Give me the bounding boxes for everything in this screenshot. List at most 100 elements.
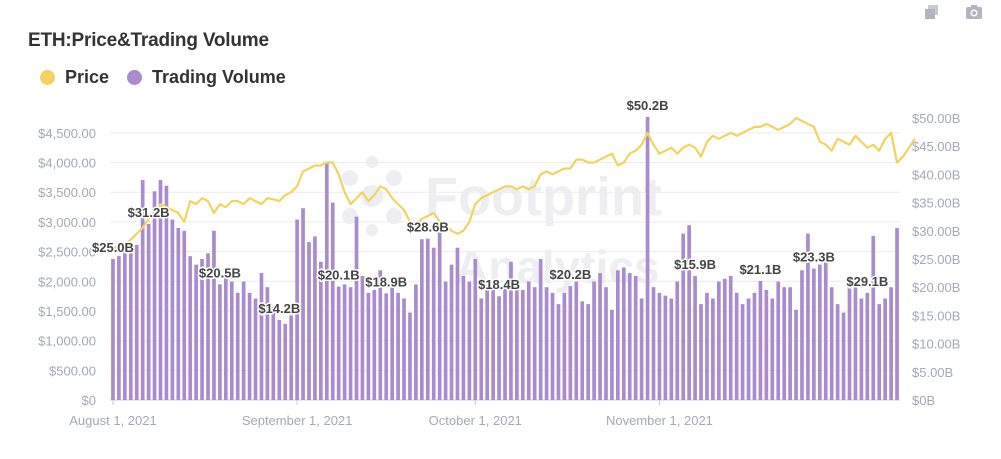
- volume-bar: [883, 298, 887, 400]
- volume-bar: [295, 219, 299, 400]
- volume-bar: [443, 281, 448, 400]
- volume-bar: [497, 296, 501, 400]
- volume-bar: [348, 287, 353, 400]
- volume-bar: [491, 284, 495, 400]
- volume-bar: [592, 281, 596, 400]
- price-series-line: [112, 116, 916, 250]
- volume-bar: [164, 185, 169, 400]
- volume-bar: [526, 281, 531, 400]
- left-tick-label: $1,000.00: [38, 334, 96, 349]
- right-axis: $0B $5.00B $10.00B $15.00B $20.00B $25.00B $30…: [912, 111, 960, 408]
- volume-bar: [562, 292, 567, 400]
- volume-bar: [194, 264, 198, 400]
- legend-item-volume[interactable]: Trading Volume: [127, 67, 286, 88]
- legend-dot-volume: [127, 70, 143, 85]
- legend-dot-price: [40, 70, 55, 85]
- volume-bar: [823, 259, 828, 400]
- left-tick-label: $2,500.00: [38, 245, 96, 260]
- volume-bar: [568, 286, 573, 400]
- data-label: $21.1B: [739, 262, 781, 277]
- volume-bar: [324, 163, 329, 400]
- data-label: $18.9B: [365, 274, 407, 289]
- volume-bar: [711, 298, 715, 400]
- volume-bar: [657, 292, 662, 400]
- volume-bar: [752, 292, 757, 400]
- volume-bar: [182, 230, 187, 400]
- volume-bar: [241, 281, 246, 400]
- right-tick-label: $30.00B: [912, 224, 960, 239]
- volume-bar: [829, 287, 834, 400]
- volume-bar: [473, 259, 478, 400]
- volume-bar: [794, 309, 798, 400]
- volume-bar: [889, 287, 893, 400]
- volume-bar: [384, 293, 389, 400]
- data-label: $50.2B: [627, 98, 669, 113]
- volume-bar: [212, 230, 216, 400]
- chart-legend: Price Trading Volume: [40, 67, 286, 88]
- volume-bar: [277, 319, 282, 400]
- x-tick-label: September 1, 2021: [242, 413, 353, 428]
- volume-bar: [520, 290, 525, 400]
- chart-title: ETH:Price&Trading Volume: [28, 30, 269, 51]
- right-tick-label: $45.00B: [912, 139, 960, 154]
- volume-bar: [895, 227, 899, 400]
- volume-bar: [425, 238, 430, 400]
- volume-bar: [188, 256, 193, 400]
- legend-item-price[interactable]: Price: [40, 67, 109, 88]
- data-label: $20.1B: [318, 268, 360, 283]
- data-label: $18.4B: [478, 277, 520, 292]
- volume-bar: [390, 281, 394, 400]
- price-line: [112, 116, 916, 250]
- copy-icon[interactable]: [923, 4, 941, 20]
- left-tick-label: $1,500.00: [38, 304, 96, 319]
- volume-bar: [669, 298, 674, 400]
- volume-bar: [800, 270, 804, 400]
- volume-bar: [716, 281, 721, 400]
- volume-bar: [117, 256, 121, 400]
- volume-bar: [610, 309, 614, 400]
- watermark-line1: Footprint: [425, 167, 662, 227]
- volume-bar: [580, 301, 585, 400]
- volume-bar: [865, 292, 870, 400]
- volume-bar: [396, 292, 400, 400]
- volume-bar: [253, 298, 258, 400]
- volume-bar: [319, 261, 323, 400]
- volume-bar: [841, 312, 846, 400]
- left-tick-label: $3,000.00: [38, 215, 96, 230]
- volume-bar: [681, 233, 686, 400]
- volume-bar: [378, 270, 383, 400]
- right-tick-label: $40.00B: [912, 167, 960, 182]
- left-tick-label: $500.00: [49, 363, 96, 378]
- volume-bar: [336, 286, 341, 400]
- volume-bar: [360, 275, 365, 400]
- volume-bar: [247, 292, 252, 400]
- volume-bar: [586, 304, 590, 400]
- right-tick-label: $25.00B: [912, 252, 960, 267]
- volume-bar: [485, 287, 490, 400]
- volume-bar: [402, 298, 406, 400]
- volume-bar: [271, 306, 276, 400]
- right-tick-label: $0B: [912, 393, 935, 408]
- volume-bar: [313, 236, 317, 400]
- right-tick-label: $15.00B: [912, 308, 960, 323]
- volume-bar: [330, 202, 335, 400]
- volume-bar: [259, 273, 264, 400]
- volume-bar: [158, 180, 163, 400]
- volume-bar: [437, 230, 442, 400]
- volume-bar: [223, 275, 228, 400]
- data-label: $29.1B: [846, 274, 888, 289]
- volume-bar: [515, 284, 519, 400]
- volume-bar: [621, 267, 626, 400]
- data-label: $23.3B: [793, 250, 835, 265]
- volume-bar: [218, 284, 222, 400]
- volume-bar: [776, 281, 781, 400]
- volume-bar: [651, 287, 656, 400]
- volume-bar: [449, 264, 454, 400]
- x-tick-label: August 1, 2021: [69, 413, 156, 428]
- volume-bar: [616, 270, 620, 400]
- data-label: $14.2B: [258, 301, 300, 316]
- volume-bar: [574, 281, 579, 400]
- volume-bar: [532, 287, 537, 400]
- camera-icon[interactable]: [965, 4, 983, 20]
